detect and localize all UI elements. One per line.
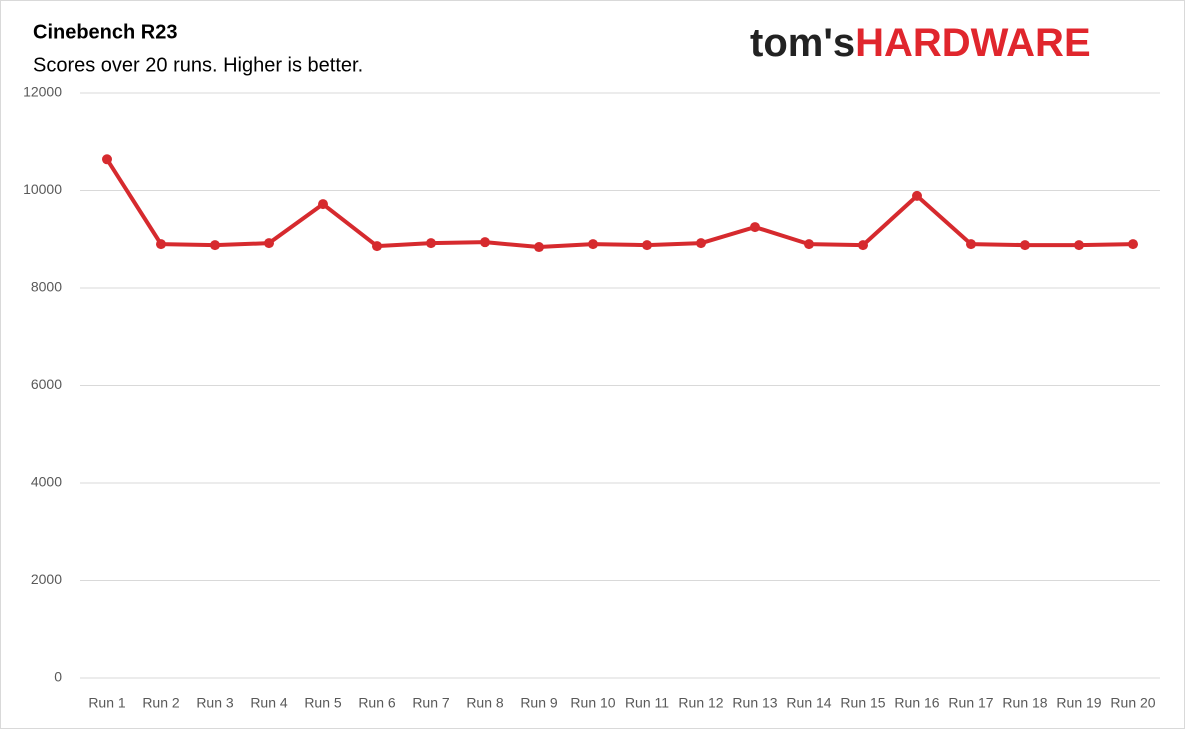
x-tick-label: Run 20 <box>1110 695 1155 711</box>
point <box>804 239 814 250</box>
point <box>858 240 868 251</box>
chart-title: Cinebench R23 <box>33 21 177 43</box>
x-tick-label: Run 14 <box>786 695 831 711</box>
point <box>156 239 166 250</box>
x-tick-label: Run 13 <box>732 695 777 711</box>
point <box>318 199 328 210</box>
x-tick-label: Run 17 <box>948 695 993 711</box>
y-tick-label: 10000 <box>23 181 62 197</box>
y-tick-label: 4000 <box>31 474 62 490</box>
x-tick-label: Run 2 <box>142 695 180 711</box>
point <box>1074 240 1084 251</box>
point <box>696 238 706 249</box>
x-tick-label: Run 6 <box>358 695 396 711</box>
x-tick-label: Run 15 <box>840 695 885 711</box>
point <box>1020 240 1030 251</box>
x-tick-label: Run 16 <box>894 695 939 711</box>
point <box>642 240 652 251</box>
point <box>264 238 274 249</box>
point <box>534 242 544 253</box>
y-tick-label: 0 <box>54 669 62 685</box>
y-tick-label: 8000 <box>31 279 62 295</box>
point <box>102 154 112 165</box>
x-tick-label: Run 8 <box>466 695 504 711</box>
x-tick-label: Run 1 <box>88 695 126 711</box>
point <box>210 240 220 251</box>
point <box>426 238 436 249</box>
x-tick-label: Run 19 <box>1056 695 1101 711</box>
y-tick-label: 6000 <box>31 376 62 392</box>
line <box>105 158 1134 250</box>
x-tick-label: Run 11 <box>625 695 669 711</box>
x-tick-label: Run 10 <box>570 695 615 711</box>
logo-brand: HARDWARE <box>855 21 1091 65</box>
y-tick-label: 2000 <box>31 571 62 587</box>
logo-prefix: tom's <box>750 21 855 65</box>
point <box>912 190 922 201</box>
logo: tom'sHARDWARE <box>750 21 1091 65</box>
point <box>372 241 382 252</box>
x-tick-label: Run 5 <box>304 695 342 711</box>
y-tick-label: 12000 <box>23 84 62 100</box>
x-tick-label: Run 12 <box>678 695 723 711</box>
point <box>750 222 760 233</box>
chart-subtitle: Scores over 20 runs. Higher is better. <box>33 54 363 76</box>
point <box>1128 239 1138 250</box>
point <box>480 237 490 248</box>
x-tick-label: Run 18 <box>1002 695 1047 711</box>
x-tick-label: Run 9 <box>520 695 558 711</box>
x-tick-label: Run 4 <box>250 695 288 711</box>
point <box>588 239 598 250</box>
x-tick-label: Run 7 <box>412 695 450 711</box>
point <box>966 239 976 250</box>
x-tick-label: Run 3 <box>196 695 234 711</box>
